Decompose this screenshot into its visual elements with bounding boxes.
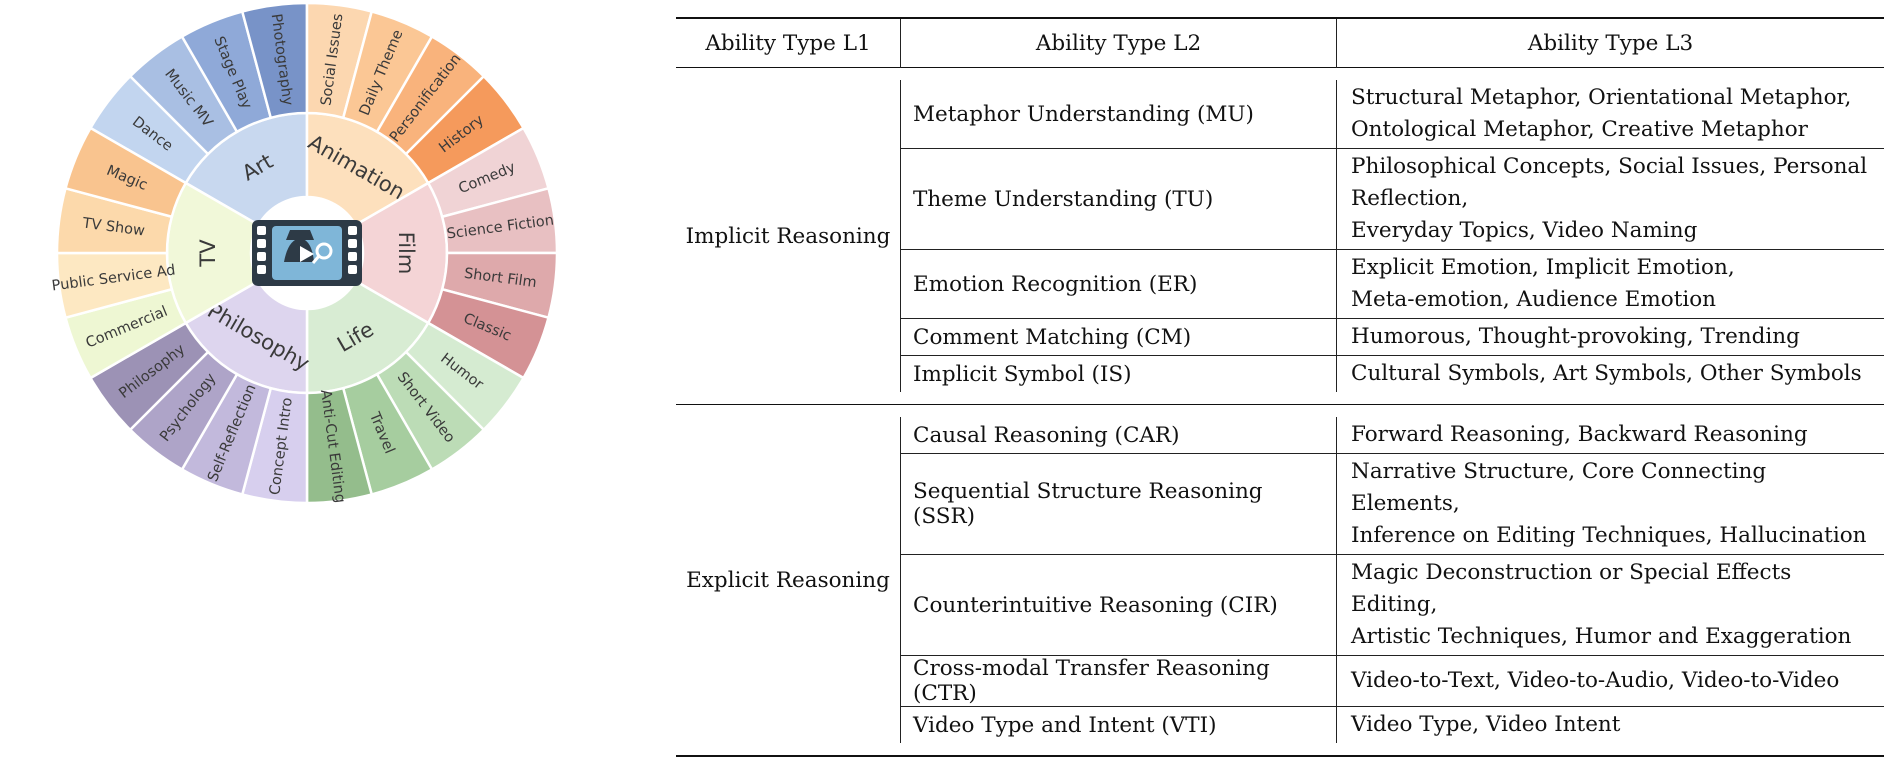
table-row: Implicit Symbol (IS) Cultural Symbols, A… bbox=[676, 355, 1884, 392]
l3-cell: Magic Deconstruction or Special Effects … bbox=[1336, 554, 1884, 656]
l2-cell: Implicit Symbol (IS) bbox=[900, 355, 1337, 392]
film-detective-icon bbox=[252, 220, 362, 286]
l3-cell: Cultural Symbols, Art Symbols, Other Sym… bbox=[1336, 355, 1884, 392]
l3-cell: Narrative Structure, Core Connecting Ele… bbox=[1336, 453, 1884, 555]
ability-type-table-container: Ability Type L1 Ability Type L2 Ability … bbox=[676, 17, 1887, 758]
header-l3: Ability Type L3 bbox=[1336, 18, 1884, 68]
ability-type-table: Ability Type L1 Ability Type L2 Ability … bbox=[676, 17, 1884, 758]
l2-cell: Counterintuitive Reasoning (CIR) bbox=[900, 554, 1337, 656]
l2-cell: Metaphor Understanding (MU) bbox=[900, 80, 1337, 149]
category-label: TV bbox=[196, 239, 220, 268]
l3-cell: Explicit Emotion, Implicit Emotion, Meta-… bbox=[1336, 249, 1884, 319]
header-l2: Ability Type L2 bbox=[900, 18, 1337, 68]
table-row: Comment Matching (CM) Humorous, Thought-… bbox=[676, 318, 1884, 356]
table-row: Emotion Recognition (ER) Explicit Emotio… bbox=[676, 249, 1884, 319]
l2-cell: Cross-modal Transfer Reasoning (CTR) bbox=[900, 655, 1337, 707]
l2-cell: Sequential Structure Reasoning (SSR) bbox=[900, 453, 1337, 555]
l2-cell: Causal Reasoning (CAR) bbox=[900, 417, 1337, 454]
l3-cell: Structural Metaphor, Orientational Metap… bbox=[1336, 80, 1884, 149]
l2-cell: Video Type and Intent (VTI) bbox=[900, 706, 1337, 743]
l3-cell: Video-to-Text, Video-to-Audio, Video-to-… bbox=[1336, 655, 1884, 707]
table-row: Theme Understanding (TU) Philosophical C… bbox=[676, 148, 1884, 250]
center-logo bbox=[251, 197, 363, 309]
header-l1: Ability Type L1 bbox=[705, 30, 871, 56]
l3-cell: Forward Reasoning, Backward Reasoning bbox=[1336, 417, 1884, 454]
table-header-row: Ability Type L1 Ability Type L2 Ability … bbox=[676, 18, 1884, 68]
table-row: Explicit Reasoning Causal Reasoning (CAR… bbox=[676, 417, 1884, 593]
explicit-reasoning-group: Explicit Reasoning Causal Reasoning (CAR… bbox=[676, 404, 1884, 757]
l3-cell: Video Type, Video Intent bbox=[1336, 706, 1884, 743]
table-row: Sequential Structure Reasoning (SSR) Nar… bbox=[676, 453, 1884, 555]
l3-cell: Humorous, Thought-provoking, Trending bbox=[1336, 318, 1884, 356]
l3-cell: Philosophical Concepts, Social Issues, P… bbox=[1336, 148, 1884, 250]
l2-cell: Emotion Recognition (ER) bbox=[900, 249, 1337, 319]
subcategory-segment bbox=[63, 126, 188, 219]
l1-implicit: Implicit Reasoning bbox=[685, 223, 891, 249]
l1-explicit: Explicit Reasoning bbox=[686, 567, 890, 593]
l2-cell: Comment Matching (CM) bbox=[900, 318, 1337, 356]
implicit-reasoning-group: Implicit Reasoning Metaphor Understandin… bbox=[676, 68, 1884, 405]
table-row: Implicit Reasoning Metaphor Understandin… bbox=[676, 80, 1884, 249]
category-label: Film bbox=[394, 232, 418, 275]
l2-cell: Theme Understanding (TU) bbox=[900, 148, 1337, 250]
